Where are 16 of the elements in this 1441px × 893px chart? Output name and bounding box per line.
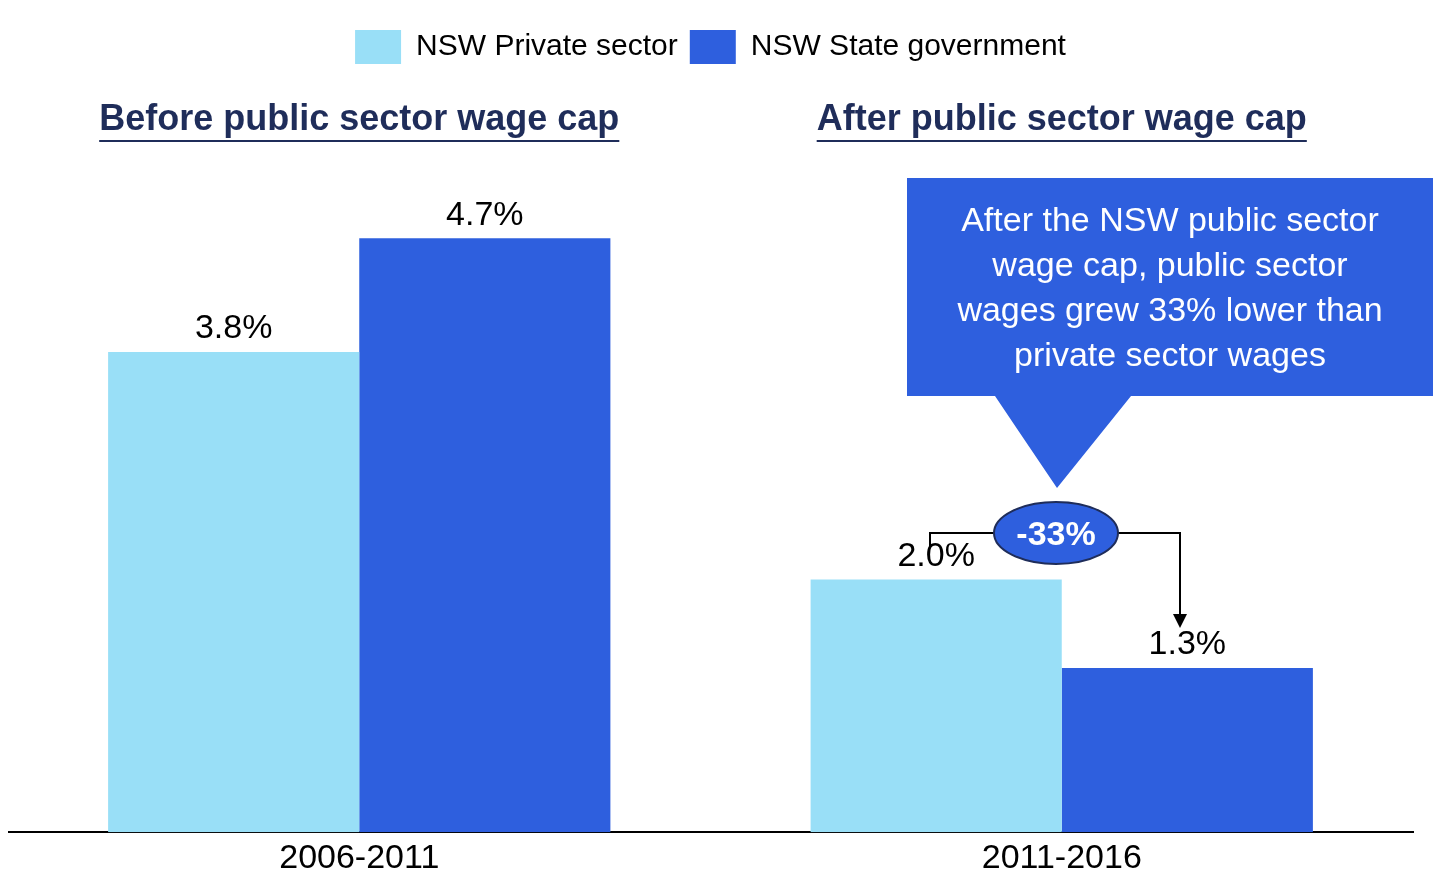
annotation: -33%: [1015, 513, 1097, 554]
data-label: 4.7%: [446, 193, 524, 232]
legend-label: NSW Private sector: [416, 28, 678, 62]
annotation: After the NSW public sector wage cap, public sector wages grew 33% lower than private sector wages: [956, 199, 1384, 375]
data-label: 3.8%: [194, 307, 273, 346]
bar: [1061, 667, 1313, 833]
legend-label: NSW State government: [750, 28, 1067, 62]
bar: [108, 352, 360, 833]
text: After public sector wage cap: [816, 96, 1307, 138]
bar: [810, 579, 1062, 833]
text: Before public sector wage cap: [99, 96, 620, 138]
bar: [359, 238, 611, 833]
x-tick-label: 2011-2016: [981, 836, 1142, 875]
data-label: 1.3%: [1148, 623, 1227, 662]
data-label: 2.0%: [897, 534, 975, 573]
x-tick-label: 2006-2011: [279, 836, 440, 875]
